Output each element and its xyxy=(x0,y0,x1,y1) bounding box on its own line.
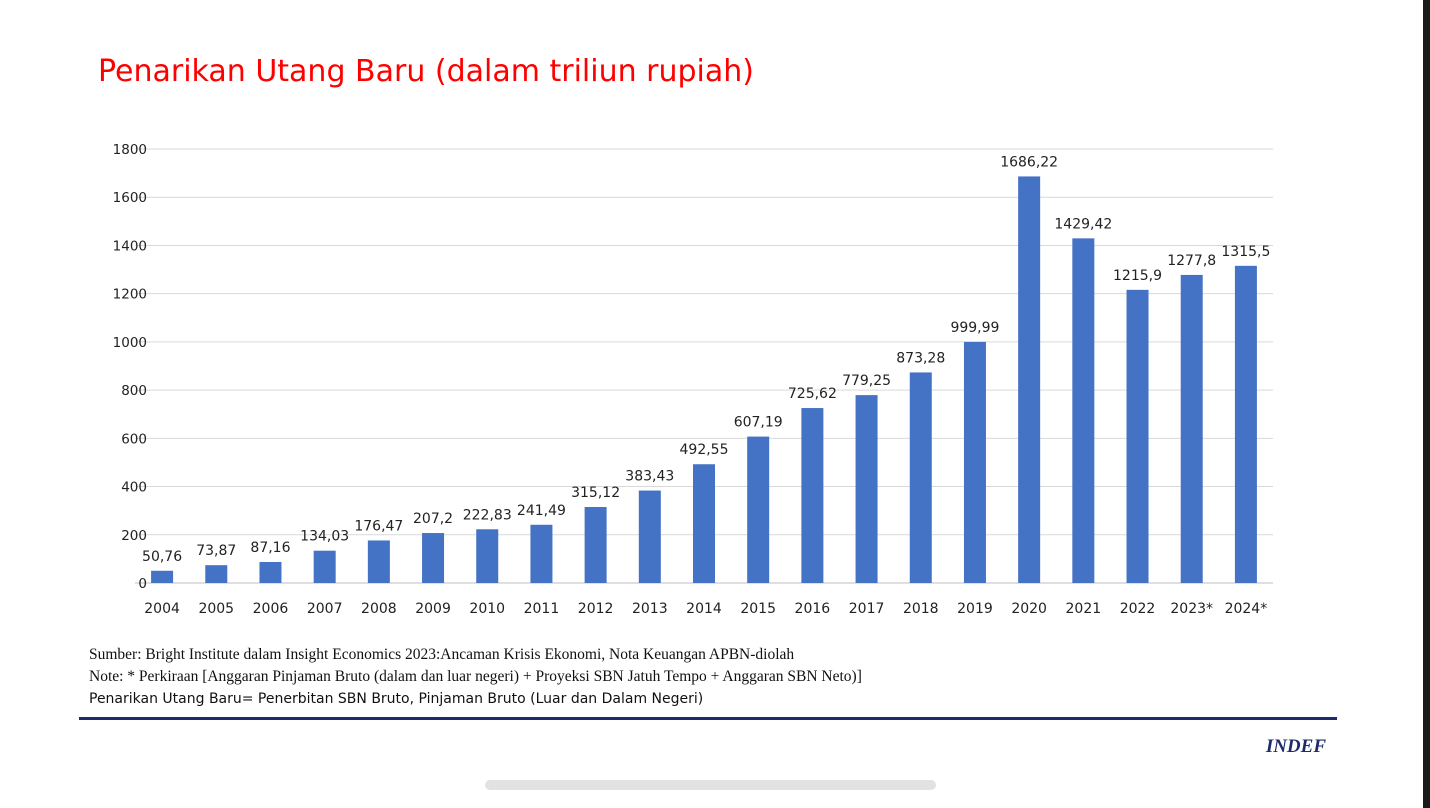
y-tick-label: 1000 xyxy=(113,335,147,351)
y-tick-label: 400 xyxy=(121,480,147,496)
bar xyxy=(1234,265,1257,583)
data-label: 999,99 xyxy=(950,320,999,336)
data-label: 315,12 xyxy=(571,485,620,501)
data-label: 1429,42 xyxy=(1054,216,1112,232)
bar xyxy=(693,464,715,583)
data-label: 725,62 xyxy=(788,386,837,402)
brand-logo: INDEF xyxy=(1265,736,1326,757)
x-tick-label: 2012 xyxy=(578,601,614,617)
x-tick-label: 2023* xyxy=(1170,601,1213,617)
bar xyxy=(1072,238,1095,583)
bar xyxy=(476,529,499,583)
x-tick-label: 2024* xyxy=(1225,601,1268,617)
bar xyxy=(1180,274,1203,583)
x-tick-label: 2009 xyxy=(415,601,451,617)
y-tick-label: 200 xyxy=(121,528,147,544)
x-tick-label: 2011 xyxy=(524,601,560,617)
data-label: 207,2 xyxy=(413,511,453,527)
y-tick-label: 0 xyxy=(138,576,147,592)
data-label: 873,28 xyxy=(896,350,945,366)
bar xyxy=(205,565,228,583)
bar xyxy=(747,436,770,583)
data-label: 779,25 xyxy=(842,373,891,389)
bar xyxy=(963,341,986,583)
data-label: 607,19 xyxy=(734,415,783,431)
x-tick-label: 2006 xyxy=(253,601,289,617)
data-label: 50,76 xyxy=(142,549,182,565)
x-tick-label: 2015 xyxy=(740,601,776,617)
data-label: 87,16 xyxy=(250,540,290,556)
slide-title: Penarikan Utang Baru (dalam triliun rupi… xyxy=(98,54,754,89)
bar xyxy=(855,395,878,583)
data-label: 1686,22 xyxy=(1000,154,1058,170)
data-label: 222,83 xyxy=(463,507,512,523)
bar xyxy=(638,490,661,583)
x-tick-label: 2021 xyxy=(1066,601,1102,617)
bar xyxy=(1018,176,1041,583)
data-label: 492,55 xyxy=(680,442,729,458)
definition-note: Penarikan Utang Baru= Penerbitan SBN Bru… xyxy=(89,691,704,707)
bar xyxy=(422,533,445,583)
window-edge xyxy=(1423,0,1430,808)
bar xyxy=(909,372,932,583)
source-note: Sumber: Bright Institute dalam Insight E… xyxy=(89,646,795,663)
x-tick-label: 2004 xyxy=(144,601,180,617)
x-tick-label: 2007 xyxy=(307,601,343,617)
x-tick-label: 2017 xyxy=(849,601,885,617)
data-label: 134,03 xyxy=(300,529,349,545)
bar xyxy=(259,561,282,583)
data-label: 241,49 xyxy=(517,503,566,519)
bar xyxy=(530,524,553,583)
bar xyxy=(313,550,336,583)
bar xyxy=(801,408,824,583)
x-tick-label: 2010 xyxy=(469,601,505,617)
x-tick-label: 2013 xyxy=(632,601,668,617)
y-tick-label: 1400 xyxy=(113,238,147,254)
data-label: 1277,8 xyxy=(1167,253,1216,269)
data-label: 176,47 xyxy=(354,518,403,534)
footer-rule xyxy=(79,717,1337,720)
bar xyxy=(584,507,607,583)
x-tick-label: 2005 xyxy=(198,601,234,617)
y-tick-label: 800 xyxy=(121,383,147,399)
data-label: 1215,9 xyxy=(1113,268,1162,284)
y-tick-label: 1800 xyxy=(113,142,147,158)
bar xyxy=(367,540,390,583)
horizontal-scrollbar[interactable] xyxy=(485,780,936,790)
bar-chart: 0 200 400 600 800 1000 1200 1400 1600 1800 50,76 20… xyxy=(113,142,1273,617)
x-tick-label: 2014 xyxy=(686,601,722,617)
x-tick-label: 2016 xyxy=(795,601,831,617)
x-tick-label: 2022 xyxy=(1120,601,1156,617)
x-tick-label: 2008 xyxy=(361,601,397,617)
data-label: 73,87 xyxy=(196,543,236,559)
data-label: 383,43 xyxy=(625,469,674,485)
y-tick-label: 600 xyxy=(121,431,147,447)
x-tick-label: 2018 xyxy=(903,601,939,617)
estimate-note: Note: * Perkiraan [Anggaran Pinjaman Bru… xyxy=(89,668,862,685)
y-tick-label: 1600 xyxy=(113,190,147,206)
bar xyxy=(1126,289,1149,583)
bar xyxy=(151,570,174,583)
x-tick-label: 2019 xyxy=(957,601,993,617)
y-tick-label: 1200 xyxy=(113,287,147,303)
x-tick-label: 2020 xyxy=(1011,601,1047,617)
notes: Sumber: Bright Institute dalam Insight E… xyxy=(89,644,1329,710)
data-label: 1315,5 xyxy=(1221,244,1270,260)
